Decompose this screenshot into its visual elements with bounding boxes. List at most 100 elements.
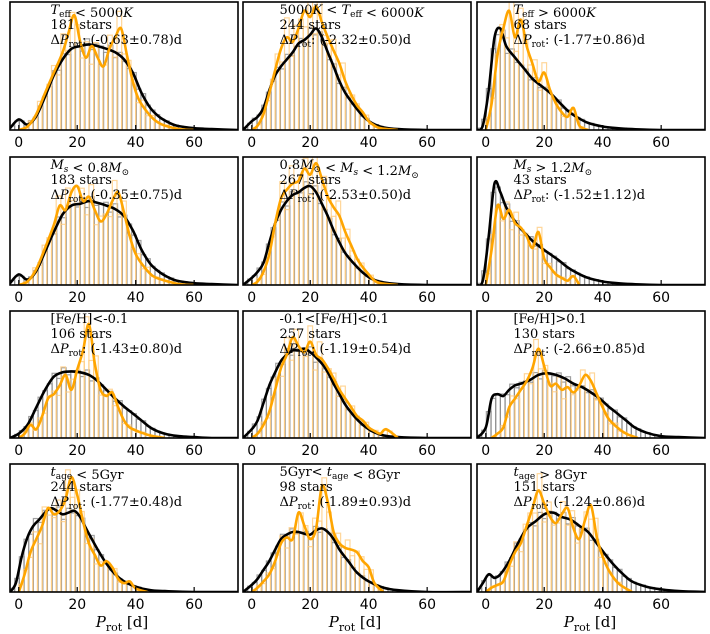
annotation-condition: [Fe/H]<-0.1 (50, 312, 128, 327)
x-tick-label: 40 (594, 443, 612, 459)
axes-frame (476, 463, 706, 593)
annotation-star-count: 244 stars (50, 480, 111, 495)
orange-kde-line (251, 5, 399, 130)
x-tick-label: 60 (185, 135, 203, 151)
x-tick-label: 0 (481, 290, 490, 306)
orange-kde-line (251, 335, 399, 438)
x-tick-label: 20 (301, 443, 319, 459)
annotation-condition: -0.1<[Fe/H]<0.1 (279, 312, 388, 327)
plot-area (477, 2, 705, 130)
x-tick-label: 40 (360, 290, 378, 306)
annotation-condition: 0.8M⊙ < Ms < 1.2M⊙ (279, 158, 418, 181)
black-histogram (10, 367, 212, 438)
black-histogram (10, 38, 238, 130)
x-tick-label: 20 (68, 135, 86, 151)
orange-kde-line (18, 13, 195, 130)
axes-frame (9, 310, 239, 439)
axes-frame (242, 310, 472, 439)
x-tick-label: 20 (68, 290, 86, 306)
axes-frame (242, 156, 472, 286)
axes-frame (476, 1, 706, 131)
x-tick-label: 20 (535, 443, 553, 459)
x-tick-label: 20 (68, 597, 86, 613)
annotation-delta-prot: ΔProt: (-2.53±0.50)d (279, 188, 411, 205)
annotation-star-count: 43 stars (513, 173, 566, 188)
x-tick-label: 40 (127, 290, 145, 306)
orange-histogram-bin-23 (592, 517, 599, 592)
annotation-condition: [Fe/H]>0.1 (513, 312, 586, 327)
x-tick-label: 0 (247, 597, 256, 613)
annotation-condition: Teff > 6000K (513, 3, 597, 21)
annotation-star-count: 183 stars (50, 173, 111, 188)
axes-frame (242, 463, 472, 593)
annotation-delta-prot: ΔProt: (-1.19±0.54)d (279, 342, 411, 359)
x-tick-label: 0 (481, 597, 490, 613)
plot-area (477, 473, 705, 592)
black-kde-line (477, 26, 705, 130)
black-histogram-bin-3 (490, 397, 497, 438)
annotation-delta-prot: ΔProt: (-1.43±0.80)d (50, 342, 182, 359)
x-tick-label: 60 (418, 290, 436, 306)
black-kde-line (10, 506, 238, 592)
black-kde-line (477, 179, 705, 285)
x-tick-label: 40 (360, 597, 378, 613)
x-tick-label: 20 (301, 135, 319, 151)
x-tick-label: 60 (652, 443, 670, 459)
x-tick-label: 40 (594, 290, 612, 306)
annotation-condition: Teff < 5000K (50, 3, 134, 21)
x-tick-label: 40 (594, 597, 612, 613)
x-axis-label-col3: Prot [d] (563, 613, 616, 634)
x-tick-label: 0 (14, 135, 23, 151)
x-tick-label: 60 (418, 597, 436, 613)
black-kde-line (10, 370, 238, 438)
black-kde-line (243, 347, 471, 438)
plot-area (477, 338, 705, 438)
annotation-condition: Ms > 1.2M⊙ (512, 158, 592, 178)
orange-kde-line (17, 475, 148, 592)
annotation-star-count: 257 stars (279, 327, 340, 342)
x-tick-label: 0 (14, 597, 23, 613)
annotation-star-count: 244 stars (279, 18, 340, 33)
black-histogram (477, 510, 705, 592)
x-tick-label: 0 (247, 443, 256, 459)
annotation-condition: 5Gyr< tage < 8Gyr (279, 465, 400, 483)
plot-area (243, 157, 471, 285)
x-tick-label: 0 (14, 290, 23, 306)
panel-mass-0.8-1.2: 0 20 40 60 0.8M⊙ < Ms < 1.2M⊙267 starsΔProt:… (242, 156, 472, 306)
plot-area (10, 10, 238, 130)
axes-frame (9, 463, 239, 593)
annotation-delta-prot: ΔProt: (-2.32±0.50)d (279, 33, 411, 50)
orange-kde-line (484, 203, 581, 285)
x-tick-label: 20 (301, 597, 319, 613)
x-tick-label: 20 (535, 597, 553, 613)
annotation-delta-prot: ΔProt: (-1.24±0.86)d (513, 495, 645, 512)
annotation-star-count: 151 stars (513, 480, 574, 495)
x-tick-label: 20 (68, 443, 86, 459)
annotation-condition: 5000K < Teff < 6000K (279, 3, 425, 21)
axes-frame (242, 1, 472, 131)
black-kde-line (243, 527, 471, 592)
x-tick-label: 0 (481, 443, 490, 459)
axes-frame (476, 156, 706, 286)
x-tick-label: 60 (418, 443, 436, 459)
annotation-condition: tage < 5Gyr (50, 465, 124, 483)
orange-kde-line (484, 9, 589, 130)
x-axis-label-col2: Prot [d] (328, 613, 381, 634)
annotation-delta-prot: ΔProt: (-0.35±0.75)d (50, 188, 182, 205)
black-kde-line (477, 511, 705, 592)
x-tick-label: 40 (127, 597, 145, 613)
x-tick-label: 20 (301, 290, 319, 306)
annotation-delta-prot: ΔProt: (-1.77±0.86)d (513, 33, 645, 50)
orange-kde-line (18, 322, 166, 438)
annotation-star-count: 68 stars (513, 18, 566, 33)
orange-kde-line (484, 489, 633, 592)
